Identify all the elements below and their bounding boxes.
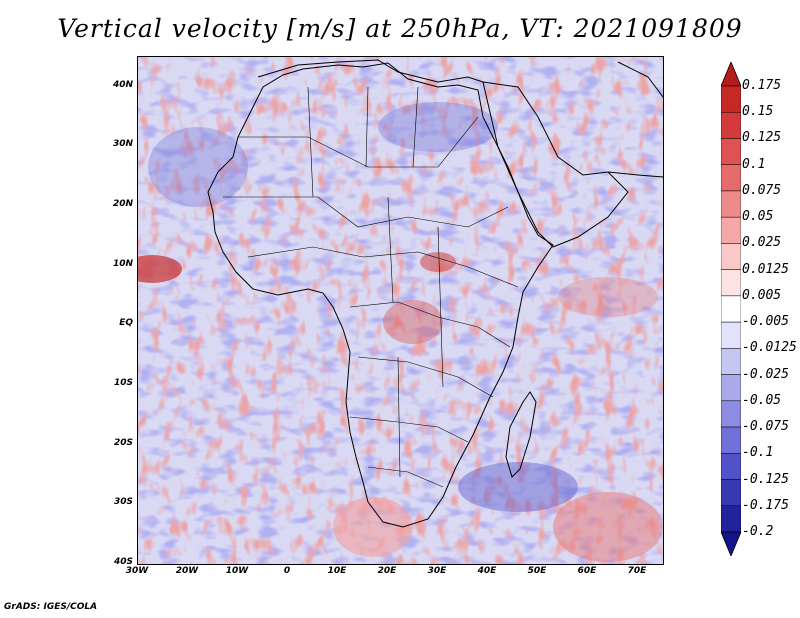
colorbar-box xyxy=(721,479,741,507)
colorbar-box xyxy=(721,269,741,297)
colorbar-label: -0.1 xyxy=(742,445,774,461)
latitude-label: 10N xyxy=(112,258,133,269)
latitude-label: 30S xyxy=(113,497,133,508)
longitude-label: 20W xyxy=(175,566,199,576)
latitude-label: 10S xyxy=(113,378,133,389)
africa-coastline xyxy=(207,62,554,528)
field-anomaly-red xyxy=(553,492,663,562)
latitude-label: 40N xyxy=(112,79,133,90)
colorbar-label: 0.0125 xyxy=(742,261,789,277)
latitude-label: EQ xyxy=(119,318,133,329)
arabia-coastline xyxy=(482,81,629,248)
colorbar-label: -0.005 xyxy=(742,314,789,330)
colorbar-box xyxy=(721,111,741,139)
latitude-label: 30N xyxy=(112,139,133,150)
longitude-label: 0 xyxy=(283,566,291,576)
colorbar-label: -0.075 xyxy=(742,419,789,435)
colorbar-label: 0.075 xyxy=(742,182,782,198)
colorbar-box xyxy=(721,216,741,244)
colorbar-bottom-cap xyxy=(721,531,741,556)
latitude-label: 40S xyxy=(113,557,133,567)
colorbar-box xyxy=(721,426,741,454)
colorbar-label: 0.175 xyxy=(742,78,782,93)
colorbar-label: -0.175 xyxy=(742,497,789,513)
colorbar-label: -0.05 xyxy=(742,392,782,408)
colorbar-label: 0.125 xyxy=(742,130,782,146)
colorbar-label: -0.125 xyxy=(742,471,789,487)
colorbar-label: 0.1 xyxy=(742,156,766,172)
longitude-label: 10E xyxy=(327,566,347,576)
country-borders xyxy=(223,86,519,488)
colorbar-box xyxy=(721,295,741,323)
field-anomaly-red xyxy=(333,497,413,557)
colorbar-label: 0.025 xyxy=(742,235,782,251)
colorbar-label: -0.2 xyxy=(742,524,774,539)
colorbar-box xyxy=(721,374,741,402)
longitude-label: 40E xyxy=(477,566,497,576)
colorbar-box xyxy=(721,321,741,349)
velocity-field-map xyxy=(138,57,663,564)
colorbar-box xyxy=(721,348,741,375)
colorbar-box xyxy=(721,85,741,113)
field-anomaly-red xyxy=(383,300,443,344)
colorbar-label: 0.05 xyxy=(742,209,774,225)
colorbar-box xyxy=(721,164,741,192)
field-anomaly-red xyxy=(420,252,456,272)
field-anomaly-blue xyxy=(458,462,578,512)
colorbar-top-cap xyxy=(721,62,741,87)
field-anomaly-red xyxy=(558,277,658,317)
colorbar-box xyxy=(721,505,741,533)
colorbar-box xyxy=(721,453,741,480)
colorbar-label: -0.025 xyxy=(742,366,789,382)
colorbar-label: -0.0125 xyxy=(742,340,797,356)
latitude-label: 20N xyxy=(112,199,133,210)
asia-coastline xyxy=(607,61,663,178)
colorbar xyxy=(721,62,741,556)
credit-text: GrADS: IGES/COLA xyxy=(4,602,98,612)
colorbar-box xyxy=(721,400,741,428)
map-panel xyxy=(137,56,664,565)
colorbar-box xyxy=(721,243,741,270)
mediterranean-coastline xyxy=(257,59,484,83)
longitude-label: 50E xyxy=(527,566,547,576)
longitude-label: 30W xyxy=(125,566,149,576)
coastlines xyxy=(207,59,663,528)
plot-title: Vertical velocity [m/s] at 250hPa, VT: 2… xyxy=(57,14,743,43)
colorbar-box xyxy=(721,138,741,165)
latitude-label: 20S xyxy=(113,437,133,448)
longitude-label: 70E xyxy=(627,566,647,576)
colorbar-box xyxy=(721,190,741,218)
field-anomaly-blue xyxy=(148,127,248,207)
madagascar-coastline xyxy=(505,391,537,478)
longitude-label: 30E xyxy=(427,566,447,576)
colorbar-label: 0.15 xyxy=(742,104,774,120)
field-anomaly-red xyxy=(138,255,182,283)
field-anomaly-blue xyxy=(378,102,498,152)
colorbar-label: 0.005 xyxy=(742,287,782,303)
longitude-label: 20E xyxy=(377,566,397,576)
field-texture xyxy=(138,57,663,564)
longitude-label: 60E xyxy=(577,566,597,576)
longitude-label: 10W xyxy=(225,566,249,576)
